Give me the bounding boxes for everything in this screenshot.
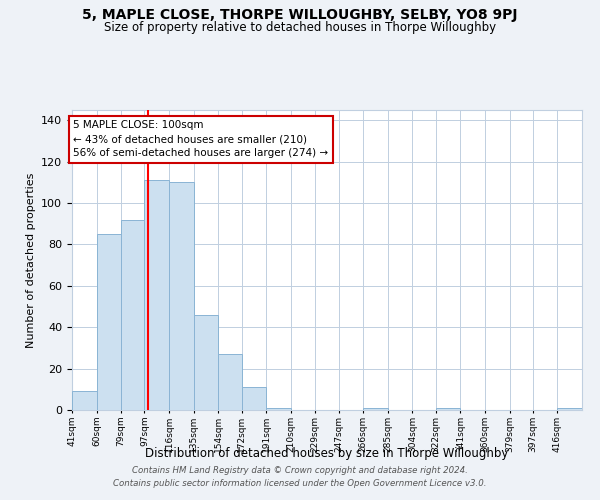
Bar bbox=[218, 354, 242, 410]
Bar bbox=[121, 220, 145, 410]
Bar bbox=[363, 408, 388, 410]
Text: Contains HM Land Registry data © Crown copyright and database right 2024.
Contai: Contains HM Land Registry data © Crown c… bbox=[113, 466, 487, 487]
Bar bbox=[194, 315, 218, 410]
Bar bbox=[72, 392, 97, 410]
Text: Size of property relative to detached houses in Thorpe Willoughby: Size of property relative to detached ho… bbox=[104, 21, 496, 34]
Bar bbox=[436, 408, 460, 410]
Bar bbox=[242, 387, 266, 410]
Bar bbox=[145, 180, 169, 410]
Y-axis label: Number of detached properties: Number of detached properties bbox=[26, 172, 35, 348]
Bar bbox=[266, 408, 291, 410]
Text: Distribution of detached houses by size in Thorpe Willoughby: Distribution of detached houses by size … bbox=[145, 448, 509, 460]
Bar bbox=[97, 234, 121, 410]
Bar bbox=[557, 408, 582, 410]
Bar bbox=[169, 182, 194, 410]
Text: 5 MAPLE CLOSE: 100sqm
← 43% of detached houses are smaller (210)
56% of semi-det: 5 MAPLE CLOSE: 100sqm ← 43% of detached … bbox=[73, 120, 328, 158]
Text: 5, MAPLE CLOSE, THORPE WILLOUGHBY, SELBY, YO8 9PJ: 5, MAPLE CLOSE, THORPE WILLOUGHBY, SELBY… bbox=[82, 8, 518, 22]
